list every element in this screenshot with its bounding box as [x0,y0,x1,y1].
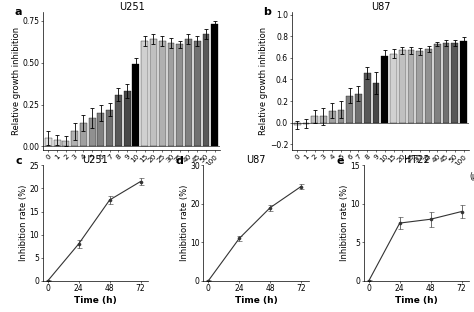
Bar [329,111,336,123]
Title: U251: U251 [118,2,145,12]
Text: b: b [263,7,271,17]
Bar [320,116,327,123]
Text: (μM): (μM) [220,172,238,181]
Bar [443,43,449,123]
Bar [89,118,96,146]
Bar [167,43,174,146]
Bar [159,41,165,146]
Y-axis label: Inhibition rate (%): Inhibition rate (%) [19,185,28,261]
X-axis label: INN: INN [371,187,390,196]
X-axis label: Time (h): Time (h) [235,296,277,305]
Bar [185,39,192,146]
Bar [390,54,397,123]
Bar [399,50,406,123]
Bar [416,51,423,123]
Bar [80,123,87,146]
Bar [302,123,310,124]
Bar [98,113,104,146]
Bar [63,141,69,146]
Bar [150,39,157,146]
Bar [115,95,122,146]
Bar [176,44,183,146]
Y-axis label: Relative growth inhibition: Relative growth inhibition [12,27,21,135]
Bar [141,41,148,146]
Y-axis label: Inhibition rate (%): Inhibition rate (%) [180,185,189,261]
Bar [425,49,432,123]
Text: a: a [14,7,22,17]
Bar [364,73,371,123]
Text: c: c [15,156,22,166]
Text: (μM): (μM) [469,172,474,181]
Bar [408,50,414,123]
Bar [71,131,78,146]
Bar [202,34,210,146]
Bar [133,64,139,146]
Bar [337,110,345,123]
Bar [382,56,388,123]
X-axis label: INN: INN [122,187,141,196]
Title: HT22: HT22 [403,154,429,165]
Bar [451,43,458,123]
X-axis label: Time (h): Time (h) [74,296,117,305]
Text: d: d [176,156,183,166]
Y-axis label: Inhibition rate (%): Inhibition rate (%) [340,185,349,261]
Bar [355,94,362,123]
Bar [124,91,130,146]
Title: U87: U87 [246,154,266,165]
Title: U87: U87 [371,2,390,12]
X-axis label: Time (h): Time (h) [395,296,438,305]
Text: e: e [336,156,344,166]
Bar [373,83,379,123]
Title: U251: U251 [82,154,109,165]
Bar [211,24,218,146]
Bar [106,110,113,146]
Bar [294,123,301,125]
Bar [54,140,61,146]
Bar [311,116,318,123]
Bar [346,96,353,123]
Y-axis label: Relative growth inhibition: Relative growth inhibition [259,27,268,135]
Bar [460,41,467,123]
Bar [434,44,441,123]
Bar [45,138,52,146]
Bar [194,41,201,146]
